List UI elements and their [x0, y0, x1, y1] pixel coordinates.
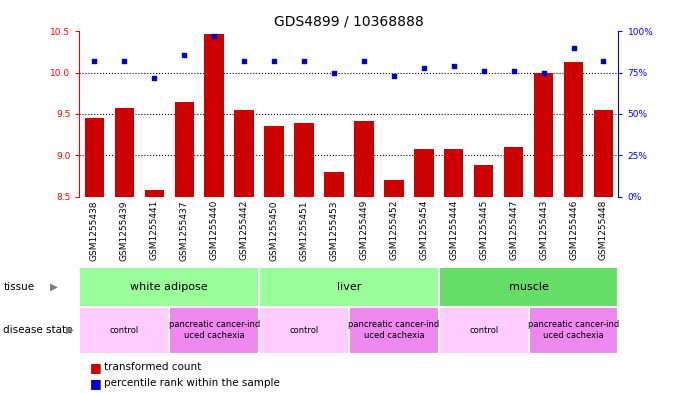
Text: GSM1255443: GSM1255443: [539, 200, 548, 261]
Point: [538, 70, 549, 76]
Text: tissue: tissue: [3, 282, 35, 292]
Bar: [444, 149, 464, 196]
Text: percentile rank within the sample: percentile rank within the sample: [104, 378, 280, 388]
Title: GDS4899 / 10368888: GDS4899 / 10368888: [274, 15, 424, 29]
Text: disease state: disease state: [3, 325, 73, 335]
Text: GSM1255442: GSM1255442: [240, 200, 249, 260]
Text: GSM1255439: GSM1255439: [120, 200, 129, 261]
Bar: [529, 307, 618, 354]
Point: [388, 73, 399, 79]
Bar: [144, 190, 164, 196]
Text: pancreatic cancer-ind
uced cachexia: pancreatic cancer-ind uced cachexia: [528, 320, 619, 340]
Point: [238, 58, 249, 64]
Point: [598, 58, 609, 64]
Point: [508, 68, 519, 74]
Text: GSM1255452: GSM1255452: [389, 200, 399, 261]
Text: GSM1255454: GSM1255454: [419, 200, 428, 261]
Bar: [79, 267, 259, 307]
Text: GSM1255450: GSM1255450: [269, 200, 278, 261]
Bar: [234, 110, 254, 196]
Bar: [85, 118, 104, 196]
Point: [269, 58, 280, 64]
Bar: [474, 165, 493, 196]
Point: [179, 51, 190, 58]
Text: pancreatic cancer-ind
uced cachexia: pancreatic cancer-ind uced cachexia: [348, 320, 439, 340]
Bar: [294, 123, 314, 196]
Text: control: control: [290, 326, 319, 334]
Text: ▶: ▶: [50, 282, 58, 292]
Bar: [205, 34, 224, 197]
Text: control: control: [469, 326, 498, 334]
Text: ▶: ▶: [66, 325, 74, 335]
Bar: [439, 307, 529, 354]
Text: control: control: [110, 326, 139, 334]
Text: GSM1255445: GSM1255445: [479, 200, 489, 261]
Text: GSM1255449: GSM1255449: [359, 200, 368, 261]
Bar: [349, 307, 439, 354]
Text: GSM1255448: GSM1255448: [599, 200, 608, 261]
Text: ■: ■: [90, 376, 102, 390]
Text: GSM1255444: GSM1255444: [449, 200, 458, 260]
Text: GSM1255453: GSM1255453: [330, 200, 339, 261]
Point: [149, 75, 160, 81]
Point: [119, 58, 130, 64]
Bar: [354, 121, 374, 196]
Point: [209, 33, 220, 40]
Text: white adipose: white adipose: [131, 282, 208, 292]
Text: GSM1255440: GSM1255440: [209, 200, 219, 261]
Bar: [79, 307, 169, 354]
Point: [478, 68, 489, 74]
Text: pancreatic cancer-ind
uced cachexia: pancreatic cancer-ind uced cachexia: [169, 320, 260, 340]
Bar: [259, 307, 349, 354]
Bar: [439, 267, 618, 307]
Text: ■: ■: [90, 361, 102, 374]
Bar: [265, 127, 284, 196]
Text: liver: liver: [337, 282, 361, 292]
Bar: [564, 62, 583, 196]
Text: transformed count: transformed count: [104, 362, 201, 373]
Point: [418, 64, 429, 71]
Bar: [115, 108, 134, 196]
Point: [89, 58, 100, 64]
Point: [359, 58, 370, 64]
Bar: [324, 172, 343, 196]
Text: GSM1255447: GSM1255447: [509, 200, 518, 261]
Point: [448, 63, 460, 69]
Bar: [414, 149, 433, 196]
Bar: [175, 101, 194, 196]
Bar: [259, 267, 439, 307]
Text: GSM1255437: GSM1255437: [180, 200, 189, 261]
Text: GSM1255451: GSM1255451: [299, 200, 309, 261]
Bar: [384, 180, 404, 196]
Point: [299, 58, 310, 64]
Text: GSM1255446: GSM1255446: [569, 200, 578, 261]
Bar: [534, 73, 553, 196]
Text: muscle: muscle: [509, 282, 549, 292]
Point: [328, 70, 339, 76]
Bar: [594, 110, 613, 196]
Bar: [504, 147, 523, 196]
Point: [568, 45, 579, 51]
Text: GSM1255438: GSM1255438: [90, 200, 99, 261]
Text: GSM1255441: GSM1255441: [150, 200, 159, 261]
Bar: [169, 307, 259, 354]
